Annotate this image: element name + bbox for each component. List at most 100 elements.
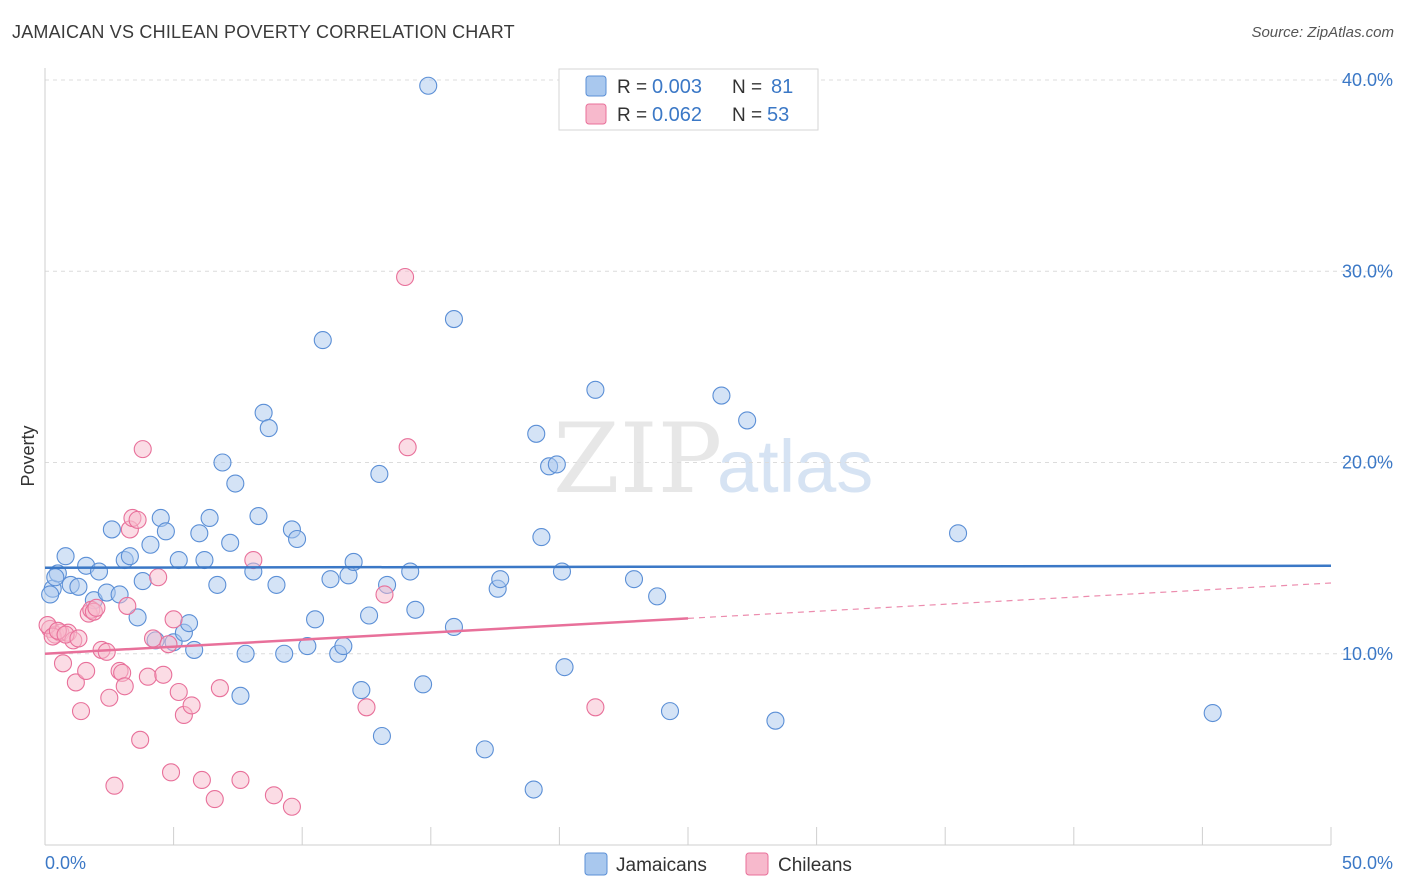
jamaican-point — [712, 386, 731, 405]
chilean-point — [182, 696, 201, 715]
stats-n-label: N = — [732, 77, 762, 98]
jamaican-point — [352, 681, 371, 700]
chileans-trend-line — [44, 617, 689, 655]
trend-lines — [44, 564, 1332, 655]
jamaican-point — [102, 520, 121, 539]
chileans-points — [38, 267, 605, 816]
jamaican-point — [555, 658, 574, 677]
jamaican-point — [231, 686, 250, 705]
stats-r-value: 0.003 — [652, 76, 702, 98]
jamaican-point — [444, 617, 463, 637]
axes — [44, 68, 1332, 846]
jamaican-point — [419, 76, 438, 95]
jamaican-point — [527, 424, 546, 443]
chilean-point — [154, 665, 173, 684]
chilean-point — [398, 438, 417, 457]
stats-r-label: R = — [617, 105, 647, 126]
jamaican-point — [89, 562, 109, 581]
jamaican-point — [660, 702, 680, 721]
y-tick-label: 40.0% — [1342, 70, 1393, 90]
chilean-point — [131, 730, 150, 749]
chilean-point — [192, 770, 211, 790]
jamaican-point — [586, 380, 605, 399]
jamaican-point — [190, 524, 209, 543]
jamaican-point — [298, 637, 317, 656]
chilean-point — [69, 629, 88, 648]
jamaican-point — [141, 535, 160, 554]
stats-legend-swatch-pink — [585, 103, 607, 125]
stats-r-value: 0.062 — [652, 104, 702, 126]
jamaican-point — [128, 608, 147, 627]
y-tick-label: 10.0% — [1342, 644, 1393, 664]
chilean-point — [164, 610, 183, 629]
jamaican-point — [169, 550, 188, 570]
jamaican-point — [275, 644, 294, 663]
jamaicans-points — [41, 76, 1222, 799]
chilean-point — [357, 698, 376, 717]
jamaican-point — [46, 568, 65, 587]
jamaican-point — [334, 637, 353, 656]
jamaican-point — [949, 524, 968, 543]
jamaican-point — [1203, 703, 1222, 723]
jamaican-point — [406, 600, 425, 619]
chilean-point — [138, 667, 157, 686]
stats-n-value: 53 — [767, 104, 789, 126]
stats-legend: R = 0.003 N = 81 R = 0.062 N = 53 — [558, 68, 819, 131]
jamaican-point — [208, 575, 227, 594]
chilean-point — [231, 770, 250, 790]
chilean-point — [205, 790, 224, 809]
jamaican-point — [156, 522, 175, 541]
jamaican-point — [491, 570, 510, 589]
stats-n-label: N = — [732, 105, 762, 126]
chilean-point — [282, 797, 301, 816]
jamaican-point — [56, 547, 75, 566]
jamaican-point — [444, 310, 463, 329]
chilean-point — [77, 661, 96, 681]
grid-lines — [45, 79, 1392, 655]
jamaican-point — [133, 572, 152, 591]
jamaican-point — [524, 780, 543, 799]
chilean-point — [244, 550, 263, 570]
jamaican-point — [249, 506, 268, 526]
legend-label-jamaicans: Jamaicans — [616, 855, 707, 876]
chilean-point — [53, 654, 73, 673]
jamaican-point — [321, 570, 340, 589]
chilean-point — [210, 679, 229, 698]
jamaican-point — [360, 606, 379, 625]
y-tick-label: 20.0% — [1342, 453, 1393, 473]
jamaican-point — [313, 331, 332, 350]
jamaican-point — [41, 585, 60, 604]
chilean-point — [71, 702, 91, 721]
jamaican-point — [213, 453, 232, 472]
stats-n-value: 81 — [771, 76, 793, 98]
jamaican-point — [306, 610, 325, 629]
y-tick-label: 30.0% — [1342, 261, 1393, 281]
series-legend: Jamaicans Chileans — [584, 852, 852, 876]
chilean-point — [66, 673, 85, 692]
chilean-point — [133, 440, 152, 459]
jamaican-point — [120, 547, 139, 566]
jamaican-point — [766, 711, 785, 730]
jamaican-point — [236, 644, 255, 663]
jamaican-point — [372, 726, 391, 746]
watermark-atlas: atlas — [717, 425, 873, 508]
source-label: Source: ZipAtlas.com — [1251, 24, 1394, 41]
jamaican-point — [532, 528, 551, 547]
chilean-point — [100, 688, 119, 707]
jamaican-point — [648, 587, 667, 606]
x-tick-label: 0.0% — [45, 853, 86, 873]
jamaican-point — [414, 675, 433, 694]
chilean-point — [118, 596, 137, 615]
jamaican-point — [195, 550, 214, 570]
chileans-trend-extension — [687, 582, 1332, 619]
chilean-point — [161, 763, 181, 782]
jamaican-point — [179, 614, 199, 633]
jamaicans-trend-line — [44, 564, 1332, 569]
y-axis-label: Poverty — [18, 425, 38, 486]
stats-legend-swatch-blue — [585, 75, 607, 97]
chilean-point — [128, 510, 147, 529]
jamaican-point — [221, 533, 240, 552]
jamaican-point — [624, 570, 644, 589]
jamaican-point — [401, 562, 420, 581]
